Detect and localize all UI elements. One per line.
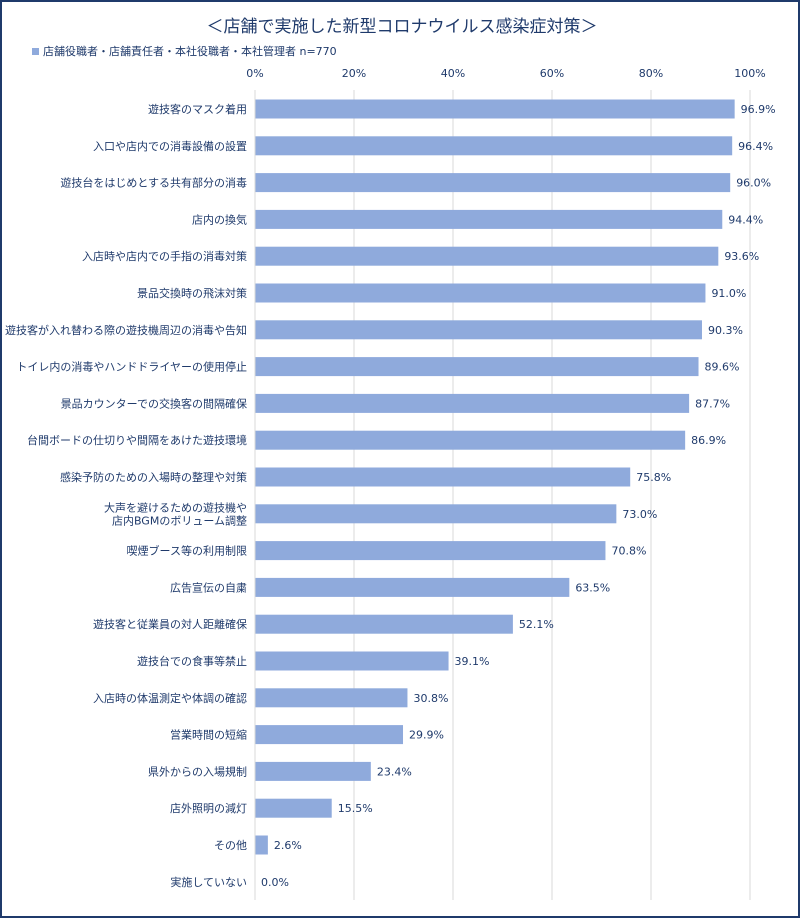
- bar: [255, 688, 408, 708]
- category-label: 台間ボードの仕切りや間隔をあけた遊技環境: [27, 433, 247, 447]
- category-label: 遊技台での食事等禁止: [137, 654, 247, 668]
- value-label: 93.6%: [724, 250, 759, 263]
- bar: [255, 99, 735, 119]
- x-tick-label: 60%: [540, 67, 564, 80]
- value-label: 96.0%: [736, 177, 771, 190]
- bar: [255, 761, 371, 781]
- bar: [255, 246, 719, 266]
- bar: [255, 577, 570, 597]
- value-label: 30.8%: [413, 692, 448, 705]
- category-label: 景品カウンターでの交換客の間隔確保: [61, 396, 247, 410]
- value-label: 73.0%: [622, 508, 657, 521]
- chart-legend: 店舗役職者・店舗責任者・本社役職者・本社管理者 n=770: [32, 43, 337, 59]
- bar: [255, 320, 702, 340]
- value-label: 86.9%: [691, 434, 726, 447]
- category-label: 店内の換気: [192, 212, 247, 226]
- category-label: 店外照明の減灯: [170, 801, 247, 815]
- x-tick-label: 40%: [441, 67, 465, 80]
- value-label: 39.1%: [455, 655, 490, 668]
- category-label: 感染予防のための入場時の整理や対策: [60, 470, 247, 484]
- category-label: 実施していない: [170, 875, 247, 889]
- value-label: 94.4%: [728, 213, 763, 226]
- category-label: 遊技客のマスク着用: [148, 102, 247, 116]
- value-label: 0.0%: [261, 876, 289, 889]
- bar: [255, 136, 733, 156]
- bar: [255, 283, 706, 303]
- x-tick-label: 0%: [246, 67, 263, 80]
- category-label: その他: [214, 839, 247, 852]
- bar: [255, 209, 723, 229]
- category-label: 県外からの入場規制: [148, 764, 247, 778]
- value-label: 2.6%: [274, 839, 302, 852]
- x-tick-label: 80%: [639, 67, 663, 80]
- legend-label: 店舗役職者・店舗責任者・本社役職者・本社管理者 n=770: [43, 45, 337, 58]
- bar: [255, 173, 731, 193]
- value-label: 96.4%: [738, 140, 773, 153]
- bar: [255, 725, 404, 745]
- value-label: 91.0%: [711, 287, 746, 300]
- bar: [255, 651, 449, 671]
- bar: [255, 357, 699, 377]
- value-label: 15.5%: [338, 802, 373, 815]
- bar: [255, 430, 686, 450]
- category-label: 広告宣伝の自粛: [170, 580, 247, 594]
- value-label: 90.3%: [708, 324, 743, 337]
- category-label: 入口や店内での消毒設備の設置: [93, 139, 247, 153]
- value-label: 75.8%: [636, 471, 671, 484]
- category-label: 営業時間の短縮: [170, 728, 247, 742]
- legend-swatch: [32, 47, 39, 55]
- value-label: 63.5%: [575, 581, 610, 594]
- value-label: 87.7%: [695, 397, 730, 410]
- chart-title: ＜店舗で実施した新型コロナウイルス感染症対策＞: [206, 17, 598, 37]
- category-label: 入店時の体温測定や体調の確認: [93, 691, 247, 705]
- value-label: 89.6%: [705, 361, 740, 374]
- category-label: 景品交換時の飛沫対策: [137, 286, 247, 300]
- value-label: 70.8%: [611, 545, 646, 558]
- x-tick-label: 100%: [734, 67, 765, 80]
- bar: [255, 393, 690, 413]
- category-label: 遊技客が入れ替わる際の遊技機周辺の消毒や告知: [5, 323, 247, 337]
- category-label: 遊技客と従業員の対人距離確保: [93, 617, 247, 631]
- category-label: トイレ内の消毒やハンドドライヤーの使用停止: [16, 360, 247, 374]
- value-label: 96.9%: [741, 103, 776, 116]
- bar: [255, 504, 617, 524]
- bar: [255, 614, 513, 634]
- value-label: 52.1%: [519, 618, 554, 631]
- bar: [255, 835, 268, 855]
- category-label: 大声を避けるための遊技機や店内BGMのボリューム調整: [104, 500, 247, 527]
- x-tick-label: 20%: [342, 67, 366, 80]
- bar: [255, 541, 606, 561]
- category-label: 遊技台をはじめとする共有部分の消毒: [60, 176, 247, 190]
- value-label: 23.4%: [377, 765, 412, 778]
- bar: [255, 467, 631, 487]
- bar: [255, 798, 332, 818]
- category-label: 喫煙ブース等の利用制限: [127, 544, 247, 558]
- category-label: 入店時や店内での手指の消毒対策: [82, 249, 247, 263]
- value-label: 29.9%: [409, 729, 444, 742]
